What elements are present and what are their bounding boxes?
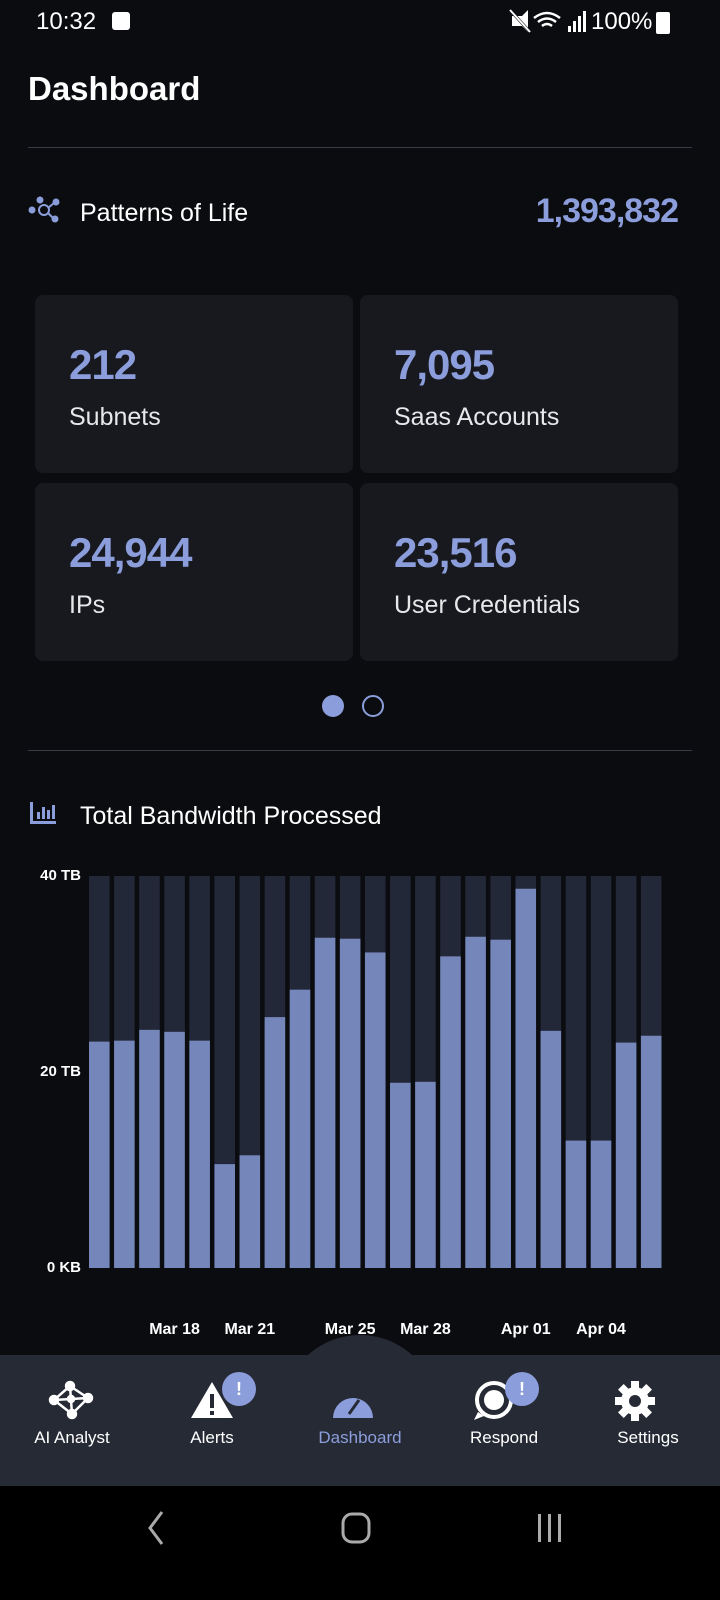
stat-card[interactable]: 23,516 User Credentials: [360, 483, 678, 661]
stat-value: 23,516: [394, 529, 517, 576]
stat-card[interactable]: 7,095 Saas Accounts: [360, 295, 678, 473]
bar: [540, 1030, 562, 1268]
bar: [264, 1017, 286, 1268]
bar: [164, 1031, 185, 1268]
bar: [565, 1140, 587, 1268]
bar: [314, 937, 336, 1268]
bar: [615, 1042, 637, 1268]
divider: [28, 147, 692, 148]
x-tick-label: Mar 18: [149, 1321, 200, 1338]
time: 10:32: [36, 8, 97, 35]
page-dot[interactable]: [362, 695, 384, 717]
bar: [640, 1035, 662, 1268]
stat-value: 7,095: [394, 341, 495, 388]
page-dot-active[interactable]: [322, 695, 344, 717]
x-tick-label: Apr 04: [576, 1321, 626, 1338]
bar: [415, 1081, 436, 1268]
alerts-icon[interactable]: [190, 1380, 234, 1420]
stat-label: Saas Accounts: [394, 403, 560, 431]
notification-icon: [112, 12, 130, 30]
x-tick-label: Mar 21: [224, 1321, 275, 1338]
alert-badge: !: [222, 1372, 256, 1406]
bar: [239, 1155, 261, 1268]
battery-icon: [656, 12, 670, 34]
bar: [440, 956, 461, 1268]
section-title: Total Bandwidth Processed: [80, 802, 382, 830]
page-title: Dashboard: [28, 70, 201, 107]
y-tick-label: 0 KB: [47, 1259, 81, 1276]
bar: [390, 1082, 411, 1268]
nav-label[interactable]: Alerts: [190, 1428, 234, 1447]
y-tick-label: 40 TB: [40, 867, 81, 884]
chart-icon: [30, 802, 56, 824]
nav-label[interactable]: Dashboard: [318, 1428, 402, 1447]
nav-label[interactable]: Settings: [617, 1428, 679, 1447]
x-tick-label: Apr 01: [501, 1321, 551, 1338]
stat-card[interactable]: 212 Subnets: [35, 295, 353, 473]
bar: [490, 939, 511, 1268]
x-tick-label: Mar 25: [325, 1321, 376, 1338]
bar: [214, 1164, 236, 1268]
bar: [515, 888, 537, 1268]
bar: [189, 1040, 210, 1268]
divider: [28, 750, 692, 751]
battery-text: 100%: [591, 8, 653, 35]
system-buttons[interactable]: [140, 1508, 580, 1548]
patterns-total: 1,393,832: [535, 192, 679, 230]
bar: [114, 1040, 135, 1268]
bar: [364, 952, 386, 1268]
respond-badge: !: [505, 1372, 539, 1406]
settings-icon[interactable]: [614, 1380, 656, 1422]
bandwidth-chart: 0 KB 20 TB 40 TB Mar 18 Mar 21 Mar 25 Mar 28 Ap…: [40, 867, 662, 1338]
bar: [339, 938, 361, 1268]
bar: [139, 1029, 160, 1268]
x-tick-label: Mar 28: [400, 1321, 451, 1338]
bar: [89, 1041, 110, 1268]
nav-label[interactable]: AI Analyst: [34, 1428, 110, 1447]
stat-value: 212: [69, 341, 137, 388]
status-icons: [508, 8, 586, 34]
stat-card[interactable]: 24,944 IPs: [35, 483, 353, 661]
bar: [465, 936, 486, 1268]
stat-label: User Credentials: [394, 591, 581, 619]
y-tick-label: 20 TB: [40, 1063, 81, 1080]
nav-label[interactable]: Respond: [469, 1428, 539, 1447]
stat-label: IPs: [69, 591, 106, 619]
bar: [289, 989, 311, 1268]
dashboard-icon[interactable]: [331, 1384, 375, 1420]
patterns-icon: [28, 196, 60, 223]
stat-label: Subnets: [69, 403, 161, 431]
bar: [590, 1140, 612, 1268]
stat-value: 24,944: [69, 529, 192, 576]
ai-analyst-icon[interactable]: [48, 1380, 94, 1420]
section-title: Patterns of Life: [80, 199, 249, 227]
